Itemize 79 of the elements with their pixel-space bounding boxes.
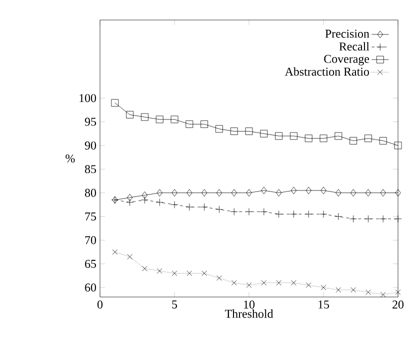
point [112, 249, 118, 255]
point [127, 254, 132, 260]
point [156, 189, 162, 197]
point [156, 268, 162, 274]
point [395, 189, 401, 197]
y-tick-label: 90 [84, 141, 96, 150]
point [276, 280, 282, 286]
point [186, 270, 192, 276]
point [141, 113, 148, 121]
point [142, 266, 148, 272]
point [380, 292, 386, 298]
point [231, 280, 237, 286]
point [111, 99, 119, 107]
point [276, 189, 282, 197]
x-tick-label: 15 [318, 300, 330, 309]
point [304, 134, 312, 142]
point [291, 280, 296, 286]
point [350, 137, 357, 144]
point [306, 282, 312, 288]
y-tick-label: 80 [84, 188, 96, 197]
y-tick-label: 65 [85, 260, 96, 268]
point [366, 290, 371, 295]
point [365, 189, 372, 197]
point [156, 116, 164, 124]
point [231, 189, 237, 197]
point [246, 189, 252, 197]
y-axis-title: % [66, 154, 75, 163]
point [201, 189, 208, 197]
point [306, 186, 312, 194]
point [320, 186, 326, 194]
x-tick-label: 20 [392, 300, 404, 309]
point [245, 128, 253, 135]
legend-label: Coverage [324, 54, 370, 66]
x-tick-label: 5 [172, 300, 178, 308]
point [336, 287, 342, 293]
point [126, 110, 134, 118]
x-tick-label: 0 [97, 300, 103, 309]
point [380, 189, 386, 197]
point [261, 186, 267, 194]
point [261, 280, 267, 286]
legend-label: Recall [339, 42, 370, 51]
point [186, 120, 194, 128]
point [394, 142, 402, 150]
point [260, 130, 268, 138]
y-tick-label: 95 [84, 118, 96, 126]
point [172, 270, 178, 276]
point [395, 290, 401, 295]
point [320, 284, 326, 290]
point [200, 120, 208, 128]
point [126, 194, 133, 202]
point [290, 132, 298, 140]
point [320, 134, 328, 142]
y-tick-label: 60 [85, 283, 96, 292]
point [142, 191, 148, 199]
y-tick-label: 100 [80, 94, 96, 102]
point [246, 282, 252, 288]
point [172, 189, 178, 197]
point [350, 189, 356, 197]
legend-label: Precision [325, 30, 370, 38]
point [290, 186, 297, 194]
point [275, 132, 282, 140]
point [202, 270, 207, 276]
point [379, 137, 387, 144]
point [364, 134, 372, 142]
y-tick-label: 70 [85, 236, 96, 244]
point [334, 132, 342, 140]
point [336, 189, 342, 197]
x-tick-label: 10 [244, 300, 255, 309]
point [216, 125, 223, 133]
point [170, 116, 178, 124]
point [186, 189, 192, 197]
legend-label: Abstraction Ratio [284, 67, 369, 76]
point [216, 189, 222, 197]
y-tick-label: 85 [84, 165, 96, 174]
point [230, 128, 238, 135]
point [350, 287, 356, 293]
x-axis-title: Threshold [224, 309, 274, 318]
y-tick-label: 75 [85, 212, 96, 220]
point [216, 275, 222, 281]
